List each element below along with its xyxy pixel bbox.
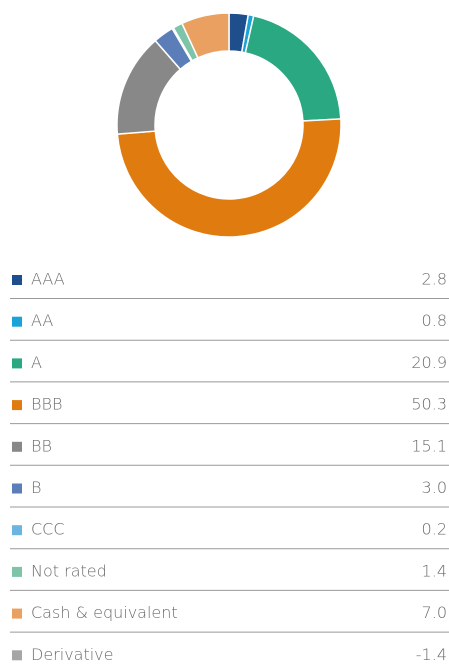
- donut-segment: [244, 14, 342, 122]
- row-value: 3.0: [422, 478, 447, 497]
- donut-segment: [116, 118, 342, 238]
- legend-label: Not rated: [31, 561, 107, 580]
- row-value: 1.4: [422, 561, 447, 580]
- legend-label: Derivative: [31, 645, 114, 664]
- legend-label: Cash & equivalent: [31, 603, 178, 622]
- legend-swatch: [12, 441, 22, 452]
- legend-label: BBB: [31, 395, 62, 414]
- donut-segment: [180, 12, 230, 59]
- legend-swatch: [12, 650, 22, 661]
- legend-swatch: [12, 525, 22, 536]
- row-value: 0.2: [422, 520, 447, 539]
- row-value: 7.0: [422, 603, 447, 622]
- legend-swatch: [12, 316, 22, 327]
- legend-label: AAA: [31, 270, 65, 289]
- row-value: 0.8: [422, 311, 447, 330]
- legend-label: B: [31, 478, 41, 497]
- legend-swatch: [12, 400, 22, 411]
- legend-label: BB: [31, 436, 52, 455]
- legend-label: CCC: [31, 520, 65, 539]
- legend-swatch: [12, 566, 22, 577]
- legend-swatch: [12, 483, 22, 494]
- row-value: -1.4: [416, 645, 447, 664]
- legend-swatch: [12, 275, 22, 285]
- legend-label: AA: [31, 311, 53, 330]
- row-value: 2.8: [422, 270, 447, 289]
- row-value: 15.1: [411, 436, 447, 455]
- row-value: 20.9: [411, 353, 447, 372]
- row-value: 50.3: [411, 395, 447, 414]
- legend-swatch: [12, 358, 22, 369]
- legend-swatch: [12, 608, 22, 619]
- legend-label: A: [31, 353, 42, 372]
